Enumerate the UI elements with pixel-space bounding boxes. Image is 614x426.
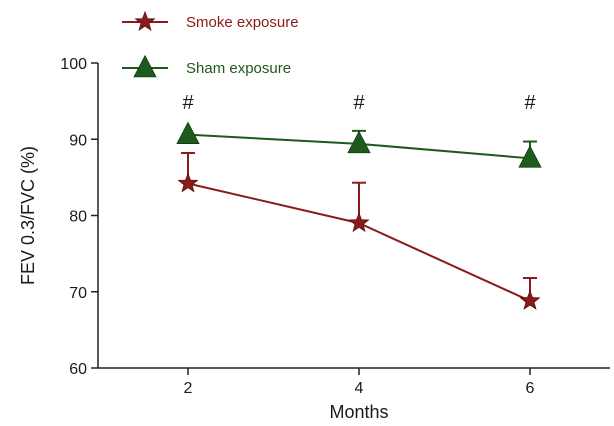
star-marker	[177, 172, 199, 193]
x-tick-label: 4	[355, 380, 364, 397]
axes: 60 70 80 90 100 2 4 6	[60, 56, 610, 397]
legend-item: Smoke exposure	[122, 10, 299, 32]
y-ticks: 60 70 80 90 100	[60, 56, 98, 378]
y-tick-label: 70	[69, 285, 87, 302]
triangle-marker	[176, 121, 200, 144]
y-axis-title: FEV 0.3/FVC (%)	[18, 146, 38, 285]
legend-label: Smoke exposure	[186, 14, 299, 31]
y-tick-label: 90	[69, 132, 87, 149]
x-tick-label: 2	[184, 380, 193, 397]
x-ticks: 2 4 6	[184, 368, 535, 397]
legend: Smoke exposure Sham exposure	[122, 10, 299, 78]
legend-item: Sham exposure	[122, 54, 291, 78]
y-tick-label: 100	[60, 56, 87, 73]
legend-label: Sham exposure	[186, 60, 291, 77]
legend-triangle-icon	[133, 54, 157, 78]
triangle-marker	[347, 130, 371, 154]
y-tick-label: 80	[69, 209, 87, 226]
x-tick-label: 6	[526, 380, 535, 397]
y-tick-label: 60	[69, 361, 87, 378]
series-sham	[176, 121, 542, 168]
star-marker	[519, 289, 541, 310]
triangle-marker	[518, 145, 542, 168]
significance-mark: #	[353, 92, 365, 114]
significance-mark: #	[182, 92, 194, 114]
plot-area: # # #	[176, 92, 542, 310]
significance-mark: #	[524, 92, 536, 114]
star-marker	[348, 211, 370, 233]
x-axis-title: Months	[329, 402, 388, 422]
series-smoke	[177, 151, 541, 310]
legend-star-icon	[134, 10, 156, 32]
